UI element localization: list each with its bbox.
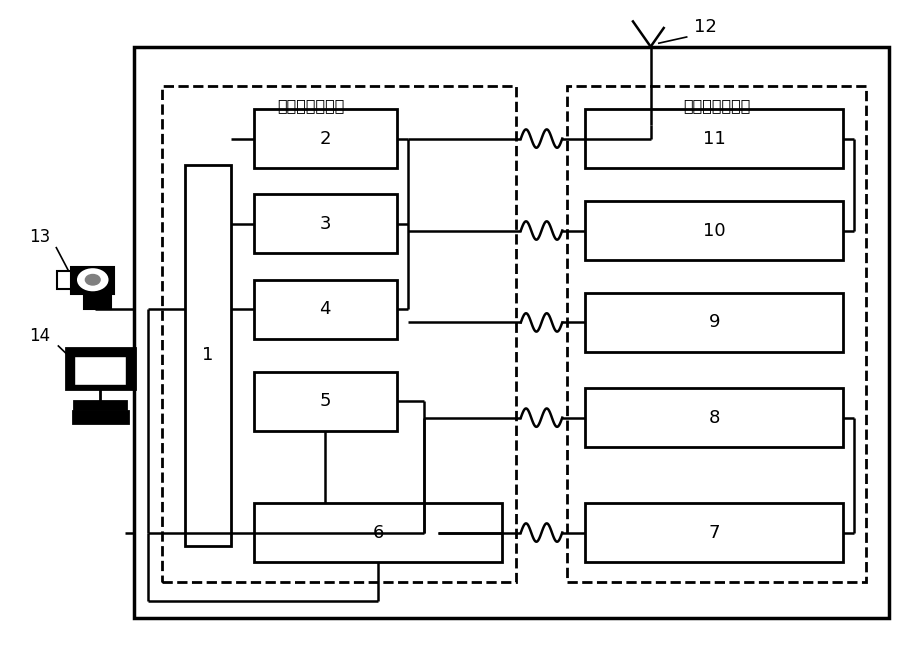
Bar [135, 47, 889, 618]
Text: 10: 10 [703, 222, 726, 240]
Bar [84, 294, 112, 309]
Text: 4: 4 [319, 300, 331, 318]
Text: 14: 14 [29, 326, 50, 345]
Text: 8: 8 [708, 409, 720, 426]
Circle shape [78, 269, 108, 290]
Bar [71, 267, 113, 294]
Text: 9: 9 [708, 313, 720, 332]
Text: 5: 5 [319, 392, 331, 410]
Text: 6: 6 [372, 524, 384, 542]
Circle shape [86, 274, 100, 285]
Text: 12: 12 [694, 18, 717, 36]
Bar [254, 372, 396, 431]
Text: 2: 2 [319, 130, 331, 147]
Text: 7: 7 [708, 524, 720, 542]
Bar [585, 503, 843, 562]
Text: 短波传真收发器: 短波传真收发器 [683, 98, 751, 113]
Bar [161, 86, 516, 582]
Bar [567, 86, 866, 582]
Bar [254, 280, 396, 339]
Bar [254, 503, 502, 562]
Bar [585, 109, 843, 168]
Text: 3: 3 [319, 215, 331, 233]
Bar [73, 411, 128, 423]
Bar [184, 165, 230, 545]
Bar [74, 357, 125, 385]
Bar [254, 109, 396, 168]
Text: 13: 13 [29, 228, 50, 246]
Text: 有限传真收发器: 有限传真收发器 [277, 98, 344, 113]
Bar [65, 348, 135, 389]
Bar [57, 270, 71, 289]
Bar [585, 293, 843, 352]
Bar [75, 401, 126, 409]
Text: 1: 1 [202, 346, 214, 365]
Bar [585, 201, 843, 260]
Bar [585, 388, 843, 447]
Bar [254, 194, 396, 253]
Text: 11: 11 [703, 130, 726, 147]
